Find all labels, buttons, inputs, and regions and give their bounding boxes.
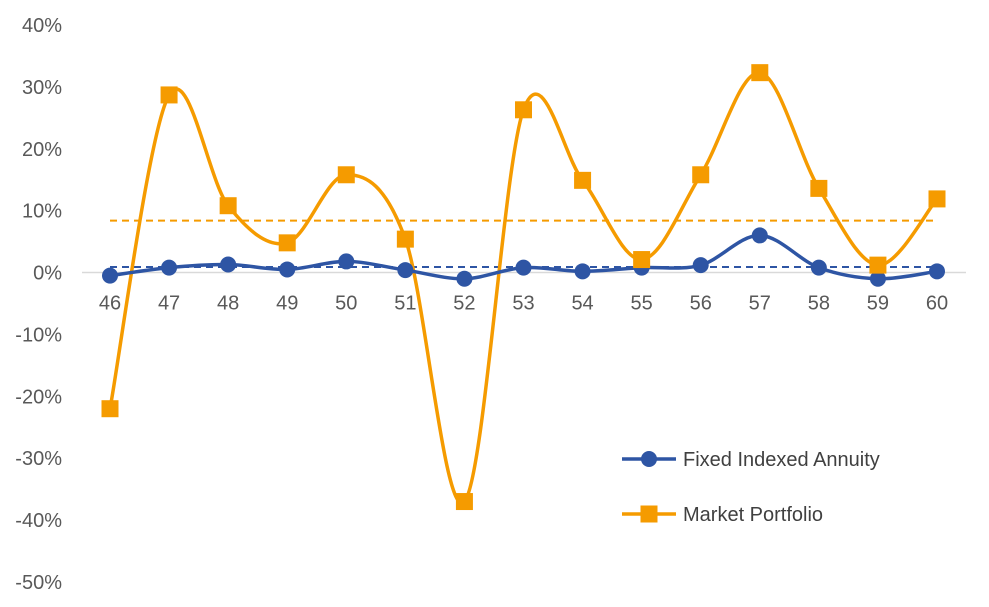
legend-label: Market Portfolio: [683, 504, 823, 526]
series-line: [108, 70, 939, 505]
data-point-square: [160, 86, 178, 104]
x-tick-label: 55: [631, 293, 653, 315]
data-point-square: [928, 190, 946, 208]
data-point-square: [219, 197, 237, 215]
y-tick-label: -10%: [15, 324, 62, 346]
legend: Fixed Indexed Annuity Market Portfolio: [622, 449, 880, 526]
x-tick-label: 51: [394, 293, 416, 315]
x-tick-label: 59: [867, 293, 889, 315]
x-tick-label: 54: [571, 293, 593, 315]
data-point-circle: [515, 259, 532, 276]
series-markers: [101, 64, 946, 511]
y-tick-label: -40%: [15, 510, 62, 532]
x-tick-label: 60: [926, 293, 948, 315]
y-tick-label: 40%: [22, 15, 62, 37]
x-tick-label: 56: [690, 293, 712, 315]
x-tick-label: 57: [749, 293, 771, 315]
x-tick-label: 48: [217, 293, 239, 315]
data-point-circle: [397, 262, 414, 279]
x-tick-label: 49: [276, 293, 298, 315]
data-point-square: [633, 251, 651, 269]
legend-marker-circle: [641, 451, 657, 467]
x-tick-label: 58: [808, 293, 830, 315]
series-lines: [108, 70, 939, 505]
data-point-circle: [929, 263, 945, 280]
data-point-square: [515, 101, 532, 119]
y-tick-label: 10%: [22, 201, 62, 223]
data-point-circle: [161, 259, 178, 276]
data-point-circle: [338, 253, 355, 270]
data-point-square: [810, 179, 828, 197]
x-tick-label: 50: [335, 293, 357, 315]
legend-marker-square: [640, 505, 658, 523]
data-point-square: [337, 166, 355, 184]
data-point-square: [751, 64, 769, 82]
data-point-square: [455, 493, 473, 511]
data-point-circle: [810, 259, 827, 276]
x-tick-label: 52: [453, 293, 475, 315]
y-tick-label: 20%: [22, 139, 62, 161]
y-tick-label: 30%: [22, 77, 62, 99]
legend-label: Fixed Indexed Annuity: [683, 449, 880, 471]
data-point-circle: [220, 256, 237, 273]
data-point-square: [396, 230, 414, 248]
y-axis-labels: 40% 30% 20% 10% 0% -10% -20% -30% -40% -50%: [15, 15, 62, 594]
x-tick-label: 46: [99, 293, 121, 315]
y-tick-label: -30%: [15, 448, 62, 470]
data-point-square: [574, 171, 592, 189]
data-point-square: [869, 256, 887, 274]
x-tick-label: 53: [512, 293, 534, 315]
data-point-square: [101, 400, 119, 418]
data-point-square: [692, 166, 710, 184]
y-tick-label: 0%: [33, 263, 62, 285]
data-point-circle: [692, 257, 709, 274]
x-axis-labels: 46 47 48 49 50 51 52 53 54 55 56 57 58 59 60: [99, 293, 948, 315]
data-point-square: [278, 234, 296, 252]
data-point-circle: [751, 227, 768, 244]
y-tick-label: -20%: [15, 386, 62, 408]
y-tick-label: -50%: [15, 572, 62, 594]
data-point-circle: [869, 270, 886, 287]
data-point-circle: [279, 261, 296, 278]
data-point-circle: [574, 263, 591, 280]
x-tick-label: 47: [158, 293, 180, 315]
data-point-circle: [456, 270, 473, 287]
data-point-circle: [102, 267, 118, 284]
